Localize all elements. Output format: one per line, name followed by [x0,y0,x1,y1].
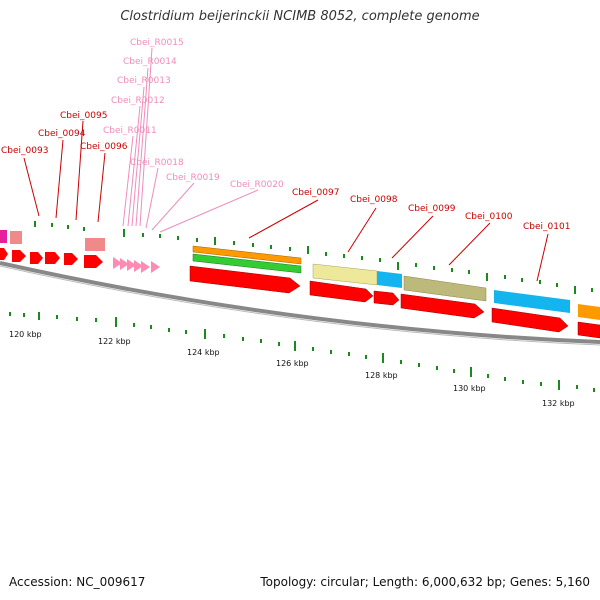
ruler-label: 124 kbp [187,348,220,357]
cog-bar-green [192,253,302,274]
genome-backbone-shadow [0,265,600,346]
ruler-label: 120 kbp [9,330,42,339]
cog-bar-cyan [494,290,570,313]
ruler-ticks [9,312,595,392]
rna-chevrons [113,257,160,273]
rna-label: Cbei_R0018 [130,158,184,168]
rna-leader-lines [122,47,259,233]
cog-bar-olive [403,275,487,302]
ruler-label: 132 kbp [542,399,575,408]
rna-label: Cbei_R0014 [123,57,177,67]
magenta-feature [0,230,7,243]
gene-label: Cbei_0094 [38,129,86,139]
gene-label: Cbei_0100 [465,212,513,222]
rna-label: Cbei_R0013 [117,76,171,86]
rrna-box [10,231,22,244]
gene-label: Cbei_0099 [408,204,456,214]
cog-bar-orange [578,304,600,320]
gene-label: Cbei_0096 [80,142,128,152]
genome-backbone [0,261,600,344]
accession-label: Accession: NC_009617 [9,575,146,589]
rna-label: Cbei_R0020 [230,180,284,190]
ruler-label: 128 kbp [365,371,398,380]
map-title: Clostridium beijerinckii NCIMB 8052, com… [120,9,480,24]
gene-leader-lines [23,120,549,282]
gene-label: Cbei_0093 [1,146,48,156]
ruler-label: 122 kbp [98,337,131,346]
cds-arrows-right [189,265,600,339]
rna-label: Cbei_R0012 [111,96,165,106]
cds-arrows-left [0,248,103,268]
cog-bar-orange [192,245,302,265]
gene-label: Cbei_0097 [292,188,339,198]
ruler-label: 126 kbp [276,359,309,368]
rna-label: Cbei_R0015 [130,38,184,48]
rrna-box [85,238,105,251]
gene-label: Cbei_0101 [523,222,570,232]
rna-label: Cbei_R0011 [103,126,157,136]
upper-ticks [34,221,593,294]
ruler-label: 130 kbp [453,384,486,393]
gene-label: Cbei_0098 [350,195,398,205]
cog-bar-cyan [377,271,402,288]
cog-bar-yellow [312,263,378,286]
rna-label: Cbei_R0019 [166,173,220,183]
gene-label: Cbei_0095 [60,111,107,121]
genome-summary: Topology: circular; Length: 6,000,632 bp… [260,575,590,589]
